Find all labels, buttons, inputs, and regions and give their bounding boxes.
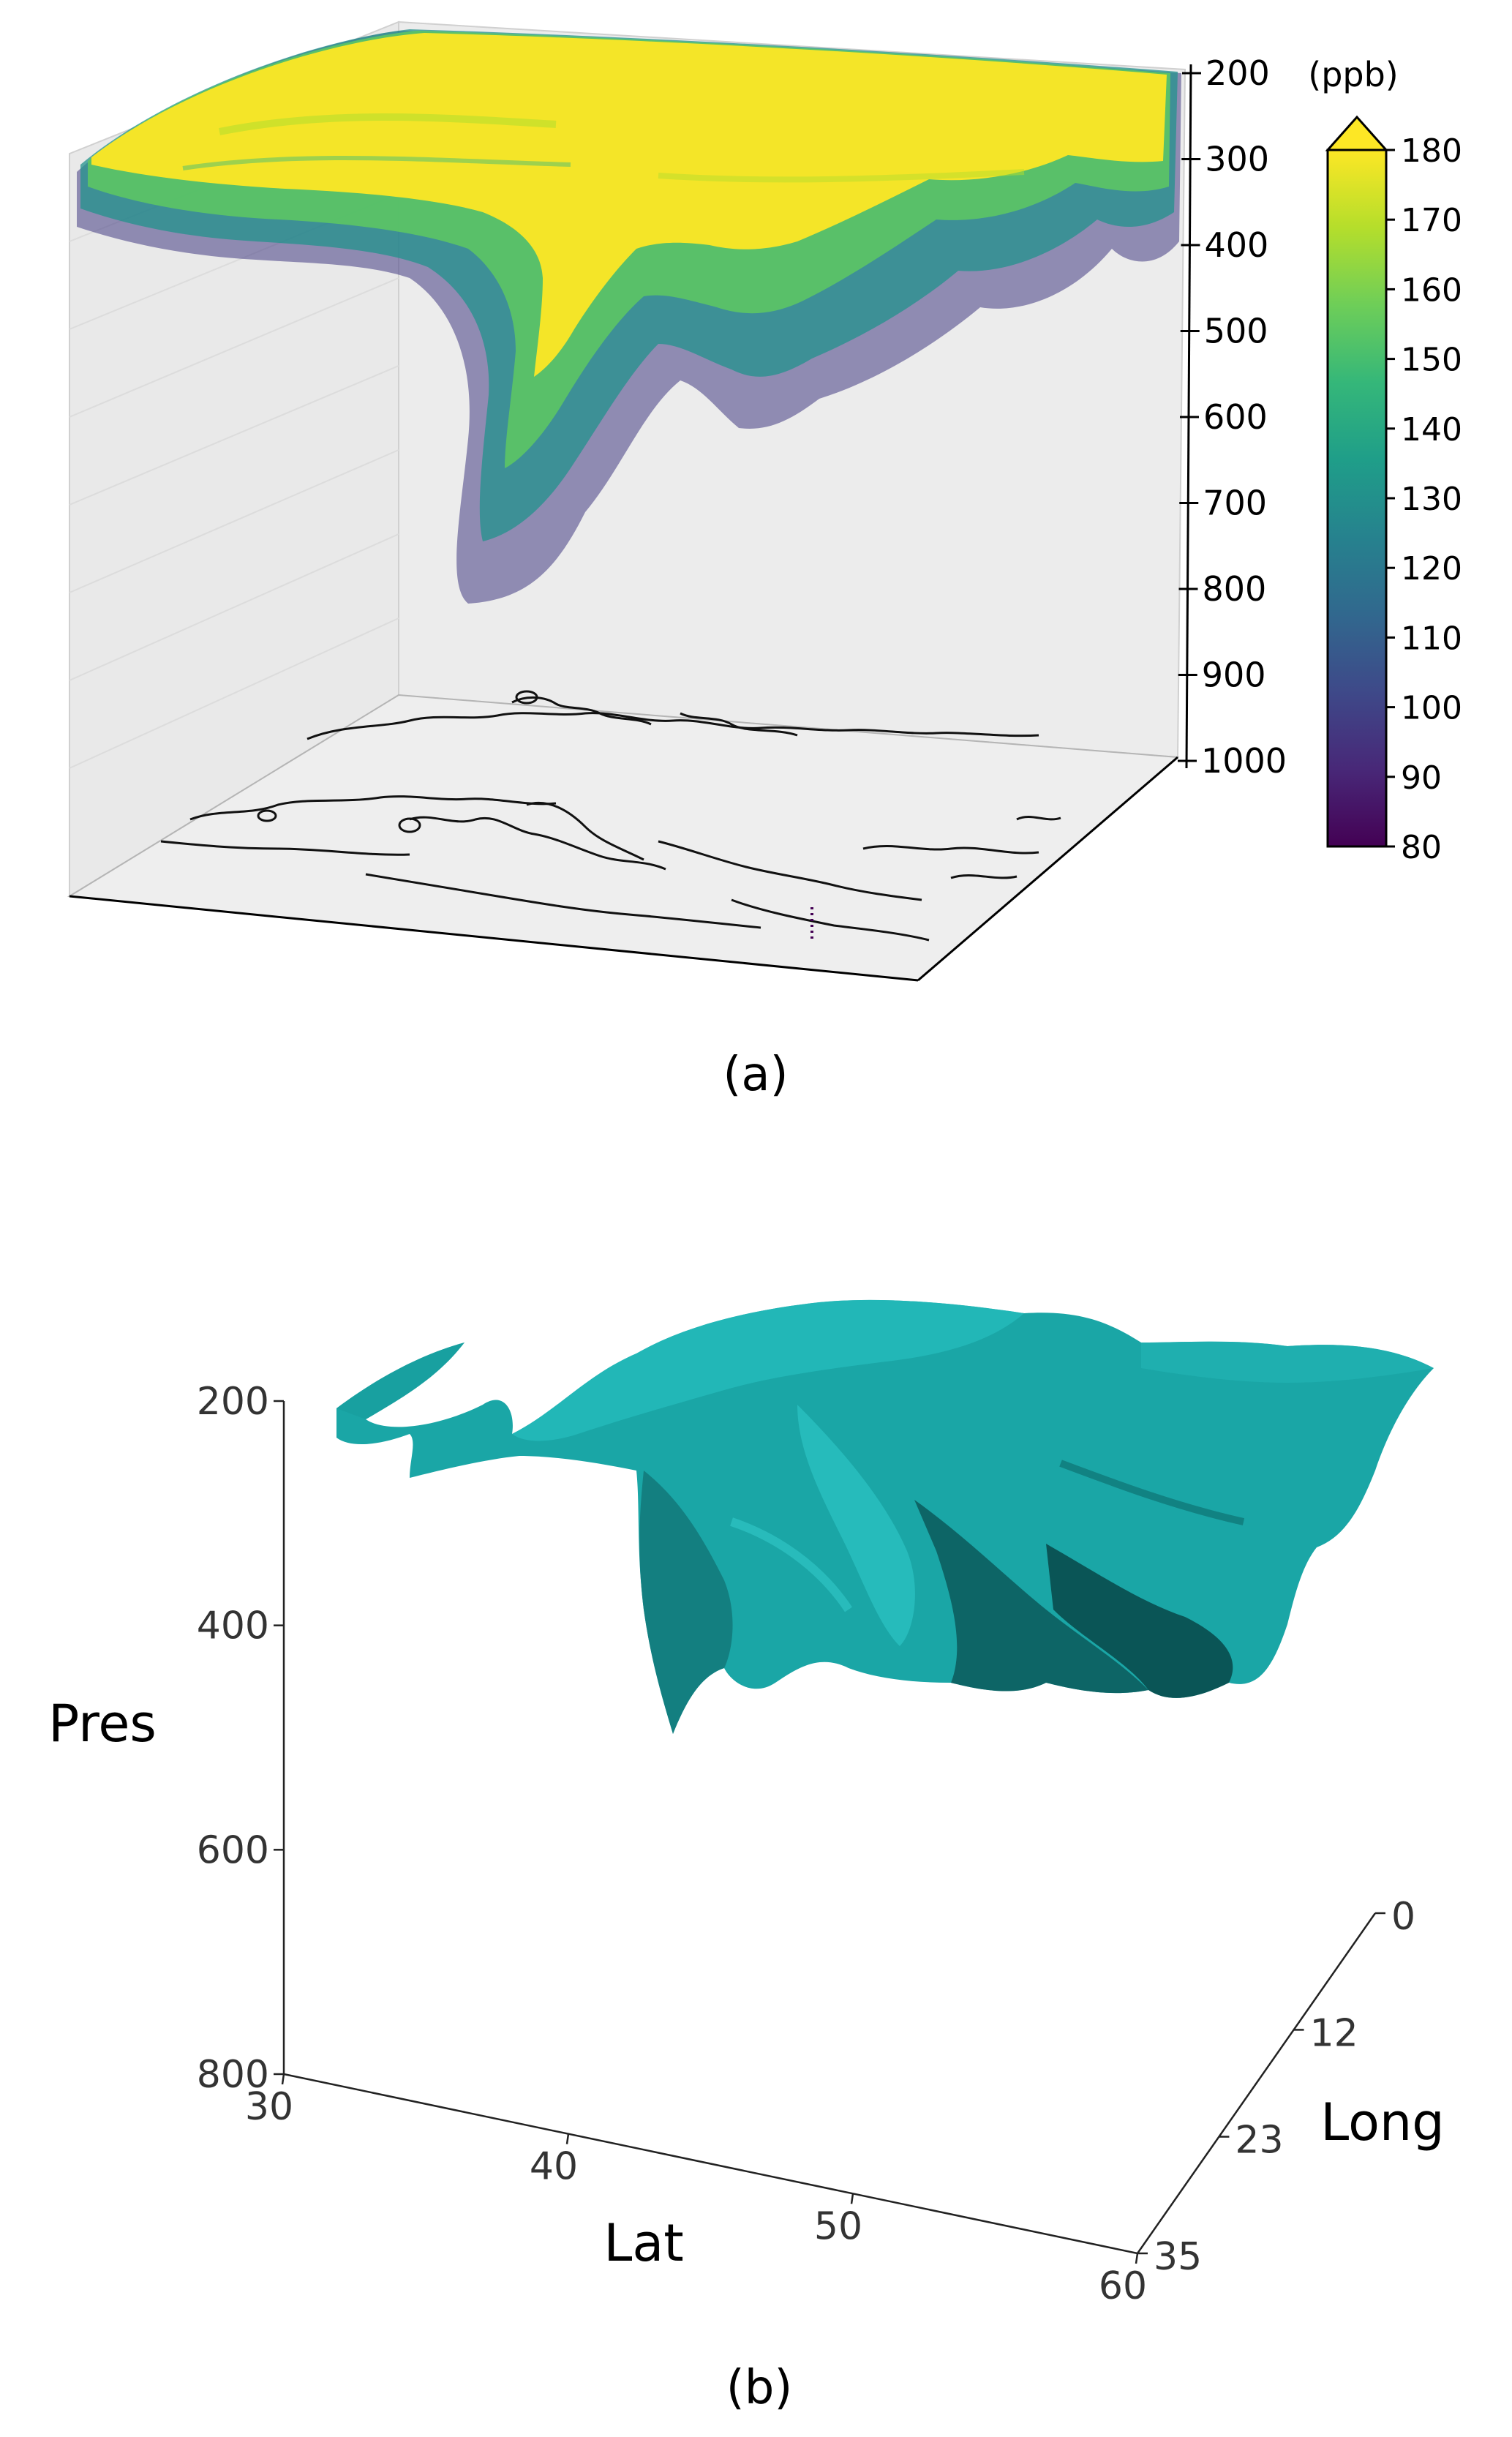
ozone-plume [77, 29, 1181, 604]
colorbar: 80 90 100 110 120 130 140 150 160 170 180(ppb) [1308, 55, 1462, 866]
lat-tick-label: 60 [1099, 2264, 1147, 2308]
colorbar-bar [1326, 149, 1388, 848]
lat-tick-label: 40 [530, 2145, 578, 2189]
colorbar-unit-label: (ppb) [1308, 55, 1399, 94]
pres-tick-label: 800 [197, 2053, 269, 2097]
isosurface [336, 1299, 1434, 1734]
pres-tick-label: 200 [197, 1380, 269, 1424]
panel-b-label: (b) [726, 2361, 793, 2415]
coastline-map [160, 690, 1061, 942]
pressure-tick-label: 800 [1203, 569, 1267, 609]
box-front-edge [69, 895, 919, 982]
panel-b: 200 400 600 800 Pres 30 40 50 60 Lat 0 12 23 35 Long (… [48, 1299, 1445, 2415]
lat-tick [281, 2073, 285, 2085]
colorbar-tick-label: 170 [1401, 202, 1462, 239]
lat-axis-label: Lat [603, 2213, 683, 2273]
pressure-axis: 200 300 400 500 600 700 800 900 1000 [1178, 53, 1287, 781]
colorbar-tick-label: 80 [1401, 829, 1442, 866]
lat-tick [1135, 2253, 1139, 2264]
panel-b-axes: 200 400 600 800 Pres 30 40 50 60 Lat 0 12 23 35 Long [48, 1380, 1445, 2308]
box-right-edge [917, 756, 1178, 982]
pressure-tick-label: 400 [1205, 225, 1269, 265]
pres-tick-label: 600 [197, 1828, 269, 1872]
pressure-tick-label: 900 [1202, 656, 1266, 695]
colorbar-tick-label: 160 [1401, 271, 1462, 309]
long-tick-label: 23 [1235, 2119, 1283, 2163]
colorbar-tick-label: 180 [1401, 132, 1462, 170]
colorbar-tick-label: 140 [1401, 411, 1462, 448]
long-axis-label: Long [1320, 2092, 1444, 2152]
pressure-tick-label: 300 [1205, 140, 1269, 179]
lat-tick [850, 2193, 854, 2204]
panel-a: 200 300 400 500 600 700 800 900 1000 80 90 100 110 1… [67, 20, 1462, 1102]
pres-tick-label: 400 [197, 1604, 269, 1648]
pressure-tick-label: 600 [1203, 397, 1268, 437]
pres-axis-label: Pres [48, 1694, 157, 1754]
colorbar-tick-label: 130 [1401, 481, 1462, 518]
long-tick-label: 0 [1391, 1895, 1415, 1939]
colorbar-extension [1325, 115, 1389, 151]
lat-tick [565, 2133, 570, 2144]
pressure-tick-label: 1000 [1201, 741, 1287, 781]
colorbar-tick-label: 120 [1401, 550, 1462, 587]
colorbar-tick-label: 110 [1401, 620, 1462, 657]
long-axis-line [1136, 1912, 1377, 2254]
colorbar-tick-label: 90 [1401, 759, 1442, 797]
panel-a-label: (a) [723, 1048, 788, 1102]
lat-tick-label: 50 [814, 2204, 862, 2248]
pressure-tick-label: 500 [1204, 312, 1268, 351]
lat-tick-label: 30 [245, 2085, 293, 2129]
pressure-tick-label: 700 [1203, 484, 1267, 523]
long-tick-label: 35 [1154, 2235, 1202, 2279]
colorbar-tick-label: 100 [1401, 690, 1462, 727]
colorbar-tick-label: 150 [1401, 342, 1462, 379]
long-tick-label: 12 [1310, 2011, 1358, 2055]
pressure-tick-label: 200 [1206, 53, 1270, 93]
lat-axis-line [283, 2073, 1138, 2255]
